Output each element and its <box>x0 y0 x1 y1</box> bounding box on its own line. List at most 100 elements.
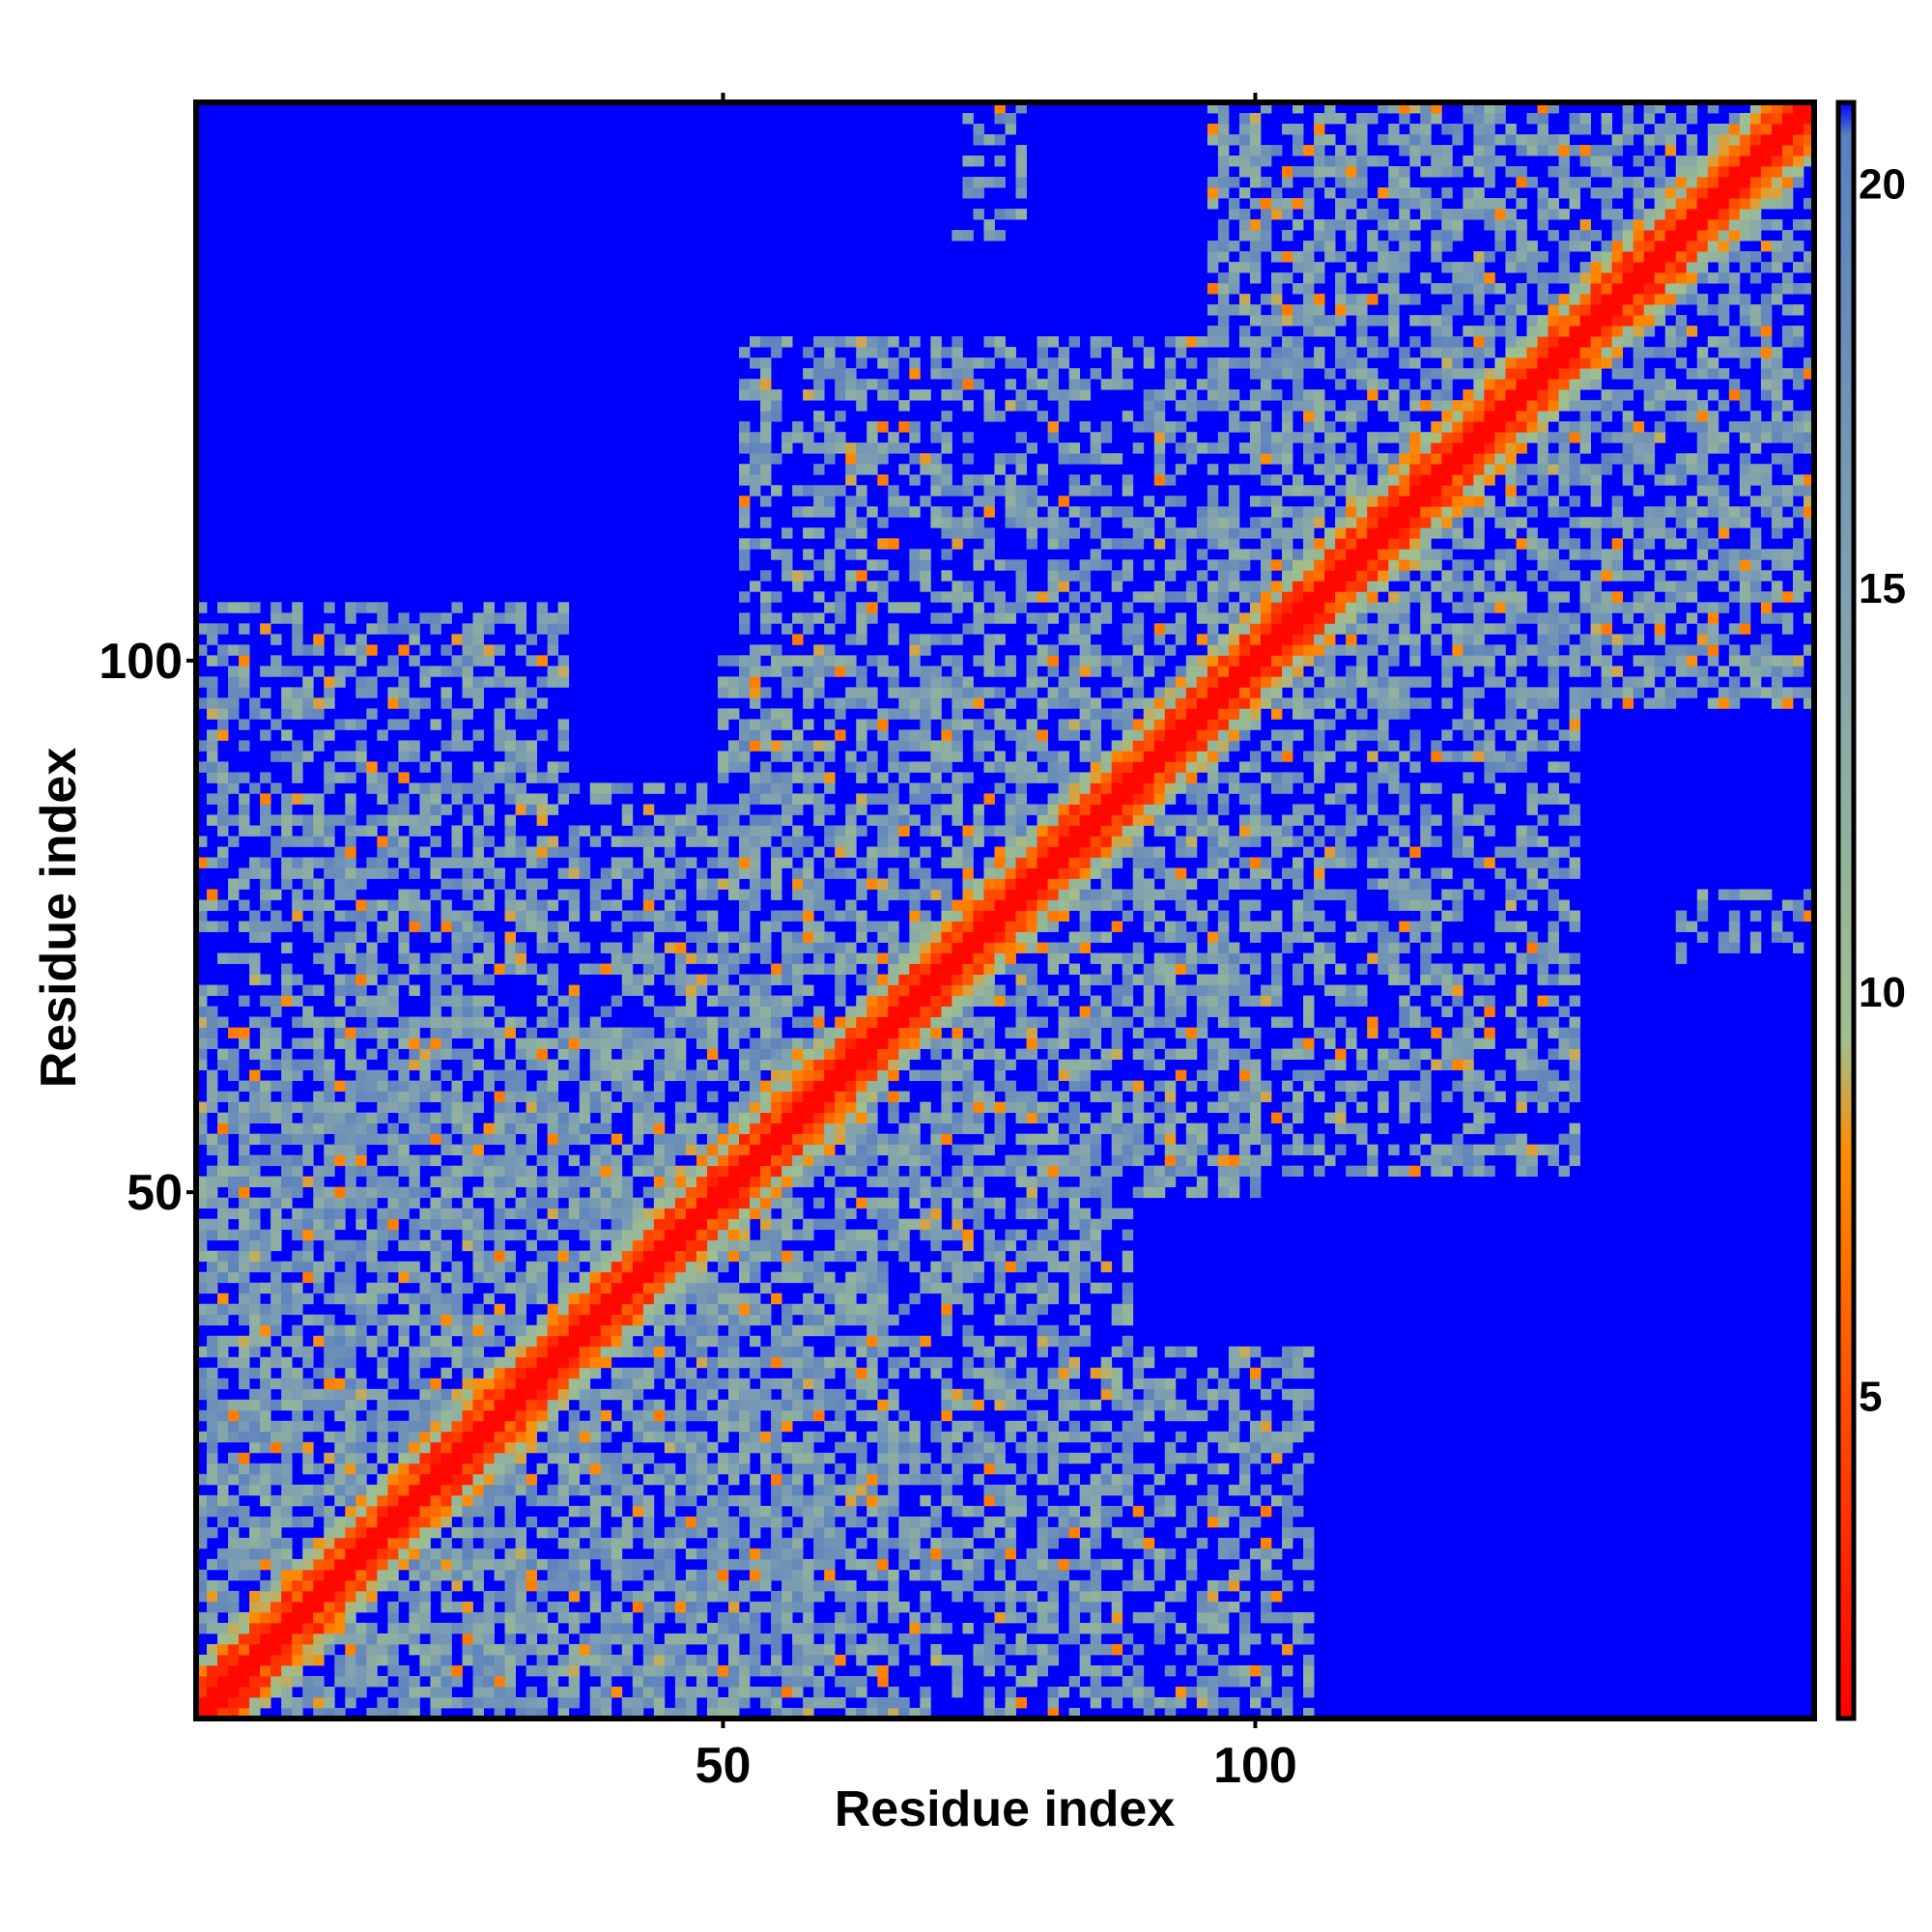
heatmap-cell <box>207 1144 218 1156</box>
heatmap-cell <box>387 1548 399 1560</box>
heatmap-cell <box>451 634 463 645</box>
heatmap-cell <box>249 1261 261 1273</box>
heatmap-cell <box>664 1282 676 1294</box>
heatmap-cell <box>750 1112 761 1124</box>
heatmap-cell <box>526 1643 538 1656</box>
heatmap-cell <box>867 432 878 443</box>
heatmap-cell <box>792 963 804 975</box>
heatmap-cell <box>217 1686 229 1698</box>
heatmap-cell <box>664 1601 676 1613</box>
heatmap-cell <box>207 1101 218 1114</box>
heatmap-cell <box>760 570 772 582</box>
heatmap-cell <box>706 1537 719 1549</box>
heatmap-cell <box>771 485 782 497</box>
heatmap-cell <box>281 1101 293 1114</box>
heatmap-cell <box>653 1643 666 1656</box>
heatmap-cell <box>727 1420 740 1433</box>
heatmap-cell <box>664 878 676 890</box>
heatmap-cell <box>856 761 867 773</box>
heatmap-cell <box>472 687 484 698</box>
heatmap-cell <box>611 1197 623 1209</box>
heatmap-cell <box>685 1484 697 1496</box>
heatmap-cell <box>706 1654 719 1666</box>
heatmap-cell <box>228 1664 240 1677</box>
heatmap-cell <box>313 1388 325 1401</box>
heatmap-cell <box>547 984 559 996</box>
heatmap-cell <box>345 1463 356 1475</box>
heatmap-cell <box>217 1133 229 1146</box>
heatmap-cell <box>920 782 931 794</box>
heatmap-cell <box>217 1165 229 1178</box>
heatmap-cell <box>217 1059 229 1070</box>
heatmap-cell <box>355 1303 367 1316</box>
heatmap-cell <box>239 1516 250 1528</box>
heatmap-cell <box>750 1239 761 1252</box>
heatmap-cell <box>845 389 857 401</box>
heatmap-cell <box>696 1675 708 1688</box>
heatmap-cell <box>760 1133 772 1146</box>
heatmap-cell <box>611 1335 623 1348</box>
heatmap-cell <box>228 1675 240 1688</box>
heatmap-cell <box>771 549 782 560</box>
heatmap-cell <box>313 729 325 741</box>
heatmap-cell <box>824 1059 836 1070</box>
heatmap-cell <box>685 1452 697 1464</box>
heatmap-cell <box>526 921 538 932</box>
heatmap-cell <box>472 1579 484 1592</box>
heatmap-cell <box>207 1261 218 1273</box>
heatmap-cell <box>334 1537 346 1549</box>
heatmap-cell <box>568 889 581 900</box>
heatmap-cell <box>717 1537 729 1549</box>
heatmap-cell <box>824 1388 836 1401</box>
heatmap-cell <box>845 1558 857 1571</box>
heatmap-cell <box>621 1176 634 1188</box>
heatmap-cell <box>249 1346 261 1358</box>
heatmap-cell <box>462 1601 473 1613</box>
heatmap-cell <box>706 1633 719 1645</box>
heatmap-cell <box>909 1037 921 1049</box>
heatmap-cell <box>568 1441 581 1454</box>
heatmap-cell <box>515 1367 527 1379</box>
heatmap-cell <box>196 1611 208 1624</box>
heatmap-cell <box>366 1707 378 1719</box>
heatmap-cell <box>877 1059 889 1070</box>
heatmap-cell <box>685 1569 697 1581</box>
heatmap-cell <box>739 836 751 847</box>
heatmap-cell <box>845 453 857 465</box>
heatmap-cell <box>930 804 942 815</box>
heatmap-cell <box>398 1505 410 1518</box>
heatmap-cell <box>803 1091 814 1103</box>
heatmap-cell <box>739 538 751 550</box>
heatmap-cell <box>717 995 729 1007</box>
heatmap-cell <box>249 825 261 837</box>
heatmap-cell <box>366 1494 378 1507</box>
heatmap-cell <box>696 1590 708 1603</box>
heatmap-cell <box>642 846 655 858</box>
heatmap-cell <box>803 1601 814 1613</box>
heatmap-cell <box>792 1643 804 1656</box>
heatmap-cell <box>771 1006 782 1017</box>
heatmap-cell <box>579 1399 591 1411</box>
heatmap-cell <box>494 1537 505 1549</box>
heatmap-cell <box>813 1261 825 1273</box>
heatmap-cell <box>270 1293 282 1305</box>
heatmap-cell <box>568 1484 581 1496</box>
heatmap-cell <box>526 1388 538 1401</box>
heatmap-cell <box>674 1441 687 1454</box>
heatmap-cell <box>472 697 484 709</box>
heatmap-cell <box>462 1356 473 1369</box>
heatmap-cell <box>536 1282 549 1294</box>
heatmap-cell <box>355 761 367 773</box>
heatmap-cell <box>717 1484 729 1496</box>
heatmap-cell <box>920 740 931 752</box>
heatmap-cell <box>674 1409 687 1422</box>
heatmap-cell <box>557 1261 570 1273</box>
heatmap-cell <box>430 1048 441 1060</box>
heatmap-cell <box>835 1282 846 1294</box>
heatmap-cell <box>419 1059 431 1070</box>
heatmap-cell <box>727 857 740 868</box>
heatmap-cell <box>217 1261 229 1273</box>
heatmap-cell <box>877 347 889 358</box>
heatmap-cell <box>462 1526 473 1539</box>
heatmap-cell <box>888 1431 899 1443</box>
